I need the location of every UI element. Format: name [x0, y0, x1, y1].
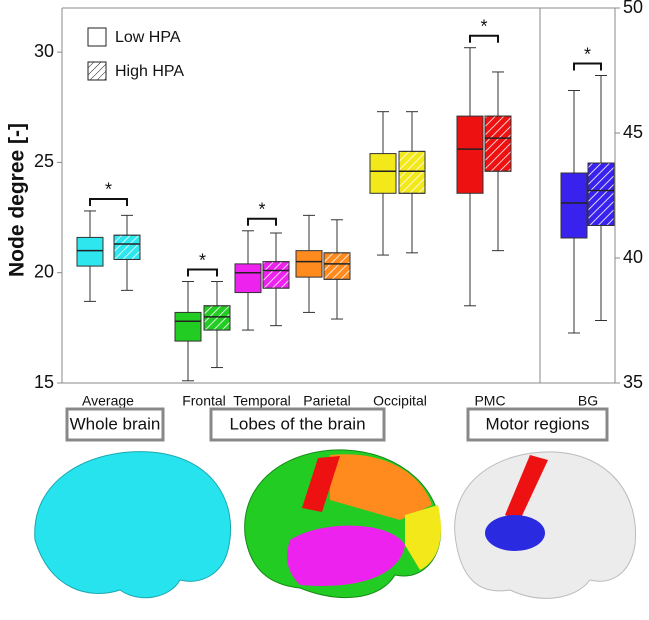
- box-hatch: [203, 305, 231, 331]
- significance-star: *: [584, 44, 591, 64]
- group-label: Motor regions: [486, 414, 590, 433]
- y-tick-label: 30: [34, 41, 54, 61]
- significance-star: *: [480, 16, 487, 36]
- x-tick-label: Frontal: [182, 393, 226, 409]
- y2-tick-label: 35: [623, 372, 643, 392]
- significance-star: *: [105, 180, 112, 200]
- significance-bracket: [247, 217, 277, 226]
- legend-label: High HPA: [115, 63, 184, 80]
- box-hatch: [323, 252, 351, 280]
- y2-tick-label: 45: [623, 122, 643, 142]
- x-tick-label: PMC: [474, 393, 505, 409]
- x-tick-label: Temporal: [233, 393, 291, 409]
- y-tick-label: 15: [34, 372, 54, 392]
- brain-temporal: [287, 525, 405, 586]
- box-hatch: [398, 150, 426, 194]
- significance-bracket: [89, 197, 128, 206]
- brain-parietal: [330, 454, 432, 520]
- brain-transparent: [454, 451, 637, 599]
- significance-bracket: [469, 34, 499, 43]
- box-hatch: [113, 234, 141, 260]
- box: [560, 172, 588, 239]
- y2-tick-label: 50: [623, 0, 643, 17]
- x-tick-label: BG: [578, 393, 598, 409]
- x-tick-label: Occipital: [373, 393, 427, 409]
- brain-whole: [34, 451, 232, 599]
- box-hatch: [262, 261, 290, 289]
- brain-occipital: [405, 505, 441, 570]
- x-tick-label: Parietal: [303, 393, 350, 409]
- brain-frontal-motor: [302, 456, 340, 512]
- legend-label: Low HPA: [115, 29, 181, 46]
- significance-star: *: [258, 200, 265, 220]
- y-axis-title: Node degree [-]: [6, 123, 29, 277]
- group-label: Lobes of the brain: [229, 414, 365, 433]
- group-box: [209, 407, 386, 442]
- box: [174, 311, 202, 342]
- x-tick-label: Average: [82, 393, 134, 409]
- brain-pmc: [505, 455, 548, 520]
- group-box: [466, 407, 609, 442]
- y-tick-label: 25: [34, 151, 54, 171]
- significance-bracket: [187, 268, 218, 277]
- box: [234, 263, 262, 294]
- box: [369, 153, 397, 194]
- significance-star: *: [199, 250, 206, 270]
- box-hatch: [484, 115, 512, 172]
- box-hatch: [587, 162, 615, 226]
- legend-swatch: [87, 61, 107, 81]
- legend-swatch: [87, 27, 107, 47]
- group-box: [65, 407, 165, 442]
- group-label: Whole brain: [70, 414, 161, 433]
- box: [456, 115, 484, 194]
- box: [76, 236, 104, 267]
- brain-illustrations: [34, 449, 637, 599]
- significance-bracket: [573, 62, 602, 71]
- y2-tick-label: 40: [623, 247, 643, 267]
- y-tick-label: 20: [34, 261, 54, 281]
- box: [295, 250, 323, 278]
- brain-bg: [485, 515, 545, 551]
